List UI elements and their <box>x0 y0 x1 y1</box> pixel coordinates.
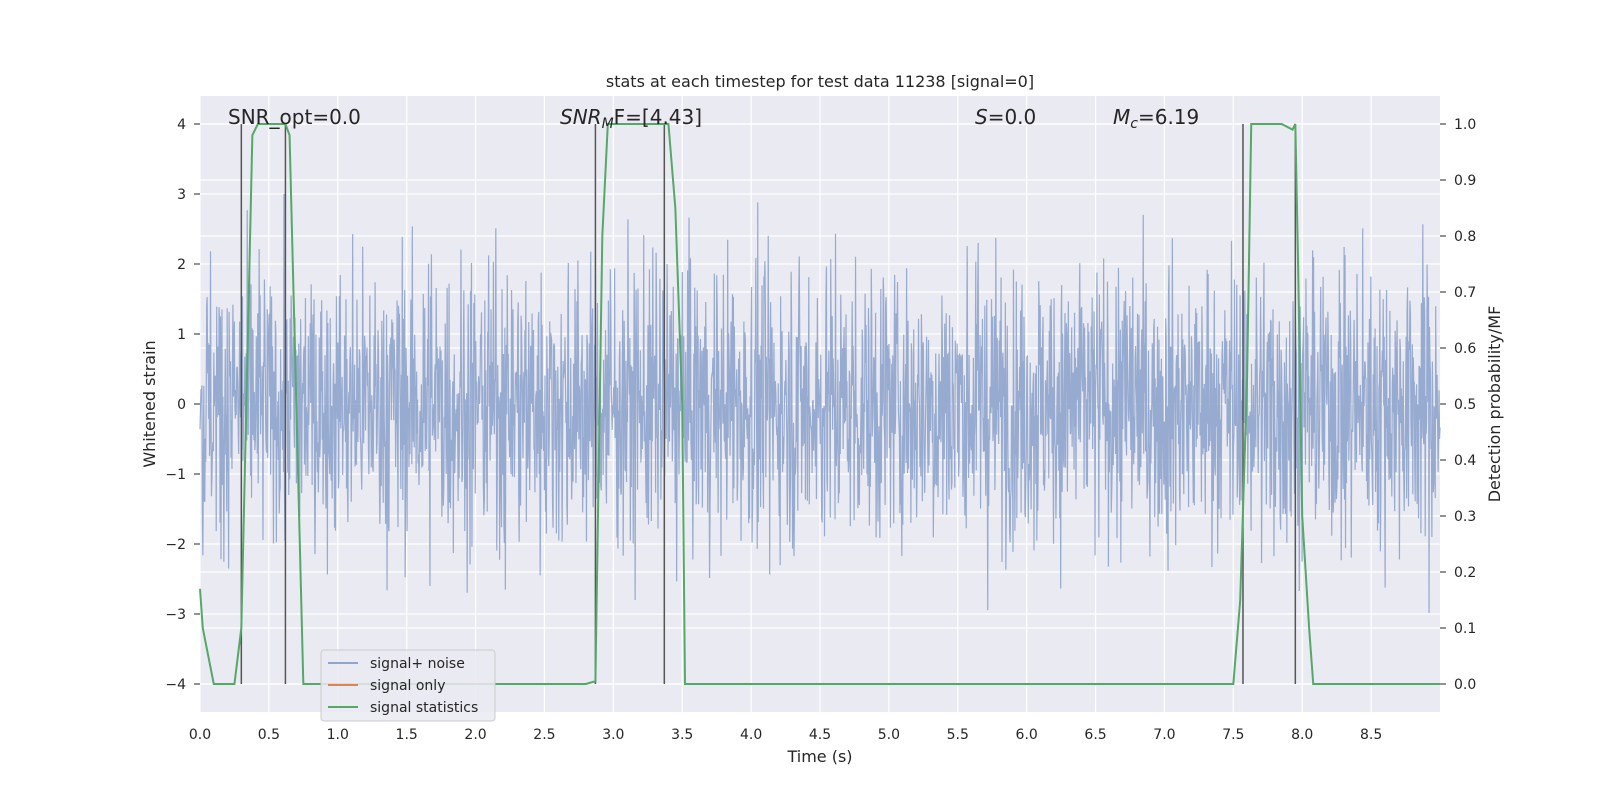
y2-tick-label-0: 1.0 <box>1454 117 1476 133</box>
annotation-s-main: S <box>975 105 988 129</box>
y-tick-label-4: 0 <box>177 397 186 413</box>
statistics-line <box>199 123 1440 685</box>
x-tick-label-17: 8.5 <box>1360 727 1382 743</box>
annotation-s-rest: =0.0 <box>988 105 1037 129</box>
x-tick-label-5: 2.5 <box>533 727 555 743</box>
y2-tick-label-8: 0.2 <box>1454 565 1476 581</box>
annotation-mc-main: M <box>1113 105 1130 129</box>
x-tick-label-16: 8.0 <box>1291 727 1313 743</box>
x-tick-label-10: 5.0 <box>878 727 900 743</box>
y2-tick-label-5: 0.5 <box>1454 397 1476 413</box>
annotation-mc-rest: =6.19 <box>1138 105 1199 129</box>
x-axis-ticks: 0.0 0.5 1.0 1.5 2.0 2.5 3.0 3.5 4.0 4.5 5.0 5.5 6.0 6… <box>189 727 1382 743</box>
y2-tick-label-2: 0.8 <box>1454 229 1476 245</box>
y2-tick-label-7: 0.3 <box>1454 509 1476 525</box>
y2-axis-label: Detection probability/MF <box>1485 306 1504 503</box>
annotation-snr-mf: SNRMF=[4.43] <box>560 105 702 132</box>
legend-box <box>320 649 496 722</box>
legend-label-signal-only: signal only <box>370 678 445 694</box>
y-tick-label-5: −1 <box>165 467 186 483</box>
annotation-mc: Mc=6.19 <box>1113 105 1199 132</box>
x-tick-label-1: 0.5 <box>258 727 280 743</box>
y-axis-label: Whitened strain <box>140 340 159 467</box>
annotation-s: S=0.0 <box>975 105 1036 129</box>
x-tick-label-4: 2.0 <box>464 727 486 743</box>
annotation-mc-sub: c <box>1130 116 1138 132</box>
legend: signal+ noise signal only signal statist… <box>320 649 496 722</box>
y-tick-label-2: 2 <box>177 257 186 273</box>
y2-tick-label-9: 0.1 <box>1454 621 1476 637</box>
x-tick-label-8: 4.0 <box>740 727 762 743</box>
y2-tick-label-10: 0.0 <box>1454 677 1476 693</box>
x-tick-label-6: 3.0 <box>602 727 624 743</box>
x-tick-label-11: 5.5 <box>947 727 969 743</box>
x-axis-label: Time (s) <box>786 747 852 766</box>
y-tick-label-7: −3 <box>165 607 186 623</box>
chart-title: stats at each timestep for test data 112… <box>606 72 1034 91</box>
x-tick-label-15: 7.5 <box>1222 727 1244 743</box>
noise-line <box>199 193 1441 614</box>
y-axis-ticks: 4 3 2 1 0 −1 −2 −3 −4 <box>165 117 200 693</box>
legend-label-signal-noise: signal+ noise <box>370 656 465 672</box>
vertical-markers <box>240 124 1297 684</box>
series-signal-noise <box>199 193 1441 614</box>
y2-axis-ticks: 1.0 0.9 0.8 0.7 0.6 0.5 0.4 0.3 0.2 0.1 0.0 <box>1440 117 1476 693</box>
y2-tick-label-3: 0.7 <box>1454 285 1476 301</box>
y-tick-label-1: 3 <box>177 187 186 203</box>
x-tick-label-2: 1.0 <box>327 727 349 743</box>
y-tick-label-0: 4 <box>177 117 186 133</box>
annotation-snr-mf-sub: M <box>602 116 614 132</box>
y-tick-label-8: −4 <box>165 677 186 693</box>
annotation-snr-opt: SNR_opt=0.0 <box>228 105 361 129</box>
legend-label-signal-statistics: signal statistics <box>370 700 478 716</box>
x-tick-label-12: 6.0 <box>1016 727 1038 743</box>
x-tick-label-14: 7.0 <box>1153 727 1175 743</box>
x-tick-label-13: 6.5 <box>1084 727 1106 743</box>
y2-tick-label-4: 0.6 <box>1454 341 1476 357</box>
x-tick-label-3: 1.5 <box>396 727 418 743</box>
annotation-snr-mf-rest: F=[4.43] <box>614 105 702 129</box>
annotation-snr-mf-main: SNR <box>560 105 602 129</box>
y2-tick-label-6: 0.4 <box>1454 453 1476 469</box>
y-tick-label-3: 1 <box>177 327 186 343</box>
x-tick-label-9: 4.5 <box>809 727 831 743</box>
y2-tick-label-1: 0.9 <box>1454 173 1476 189</box>
y-tick-label-6: −2 <box>165 537 186 553</box>
x-tick-label-0: 0.0 <box>189 727 211 743</box>
x-tick-label-7: 3.5 <box>671 727 693 743</box>
series-signal-statistics <box>199 123 1440 685</box>
